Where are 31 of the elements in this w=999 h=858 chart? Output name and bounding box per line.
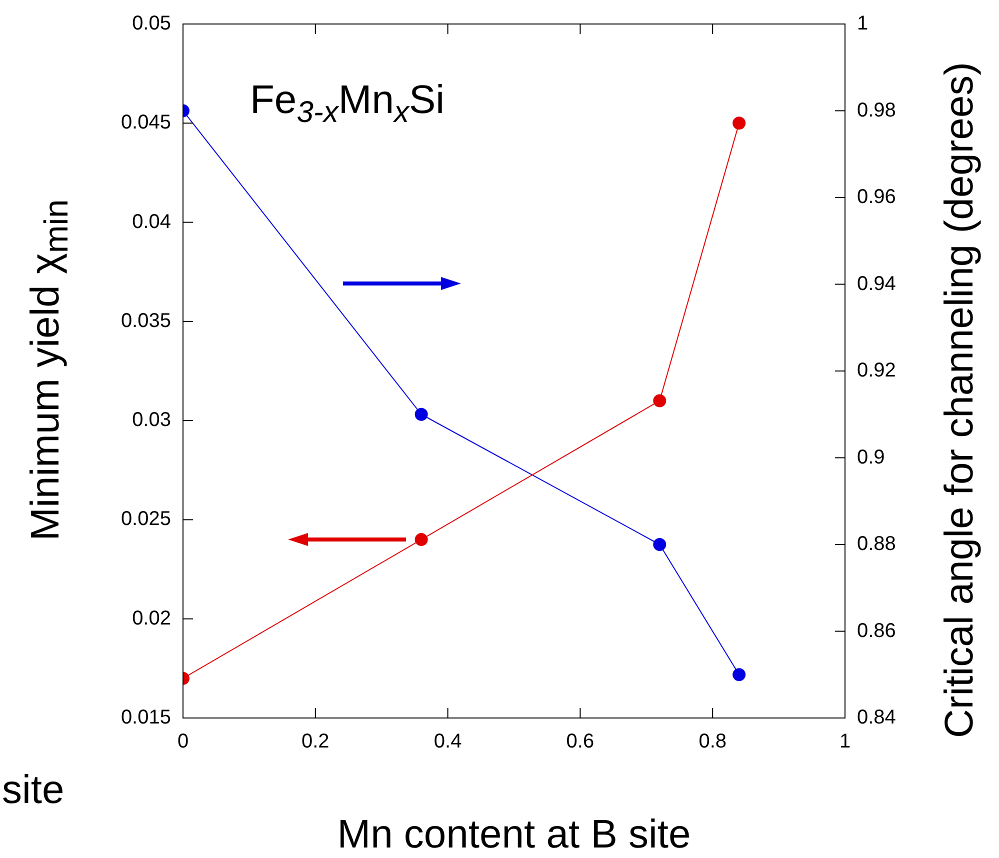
y-tick-label: 0.04 <box>132 210 171 233</box>
y-tick-label: 0.045 <box>120 112 171 134</box>
y2-tick-label: 0.86 <box>857 620 896 642</box>
y2-tick-label: 0.9 <box>857 446 885 468</box>
x-tick-label: 0.8 <box>698 730 727 753</box>
x-axis-title: Mn content at B site <box>337 812 691 858</box>
point <box>653 394 666 408</box>
x-tick-label: 0.4 <box>434 730 462 753</box>
text: site <box>2 768 64 813</box>
y-tick-label: 0.02 <box>132 607 171 630</box>
y2-tick-label: 1 <box>857 12 868 35</box>
y-tick-label: 0.015 <box>120 706 171 729</box>
y2-tick-label: 0.94 <box>857 272 896 295</box>
y2-tick-label: 0.88 <box>857 533 896 556</box>
y2-tick-label: 0.84 <box>857 706 896 729</box>
y-tick-label: 0.05 <box>132 12 171 35</box>
point <box>732 668 746 682</box>
y-tick-label: 0.035 <box>120 310 171 332</box>
point <box>732 116 746 130</box>
y-tick-label: 0.03 <box>132 409 171 432</box>
y2-axis-title: Critical angle for channeling (degrees) <box>938 62 982 738</box>
y2-tick-label: 0.92 <box>857 360 896 382</box>
x-tick-label: 0.2 <box>301 730 330 753</box>
point <box>653 538 666 551</box>
y2-tick-label: 0.98 <box>857 99 896 122</box>
x-tick-label: 0 <box>177 730 189 753</box>
y-tick-label: 0.025 <box>120 508 171 530</box>
annotation: Fe$_{3-x}$Mn$_{x}$Si <box>250 78 445 130</box>
y2-tick-label: 0.96 <box>857 186 896 208</box>
x-tick-label: 0.6 <box>566 730 594 753</box>
x-tick-label: 1 <box>839 730 851 753</box>
